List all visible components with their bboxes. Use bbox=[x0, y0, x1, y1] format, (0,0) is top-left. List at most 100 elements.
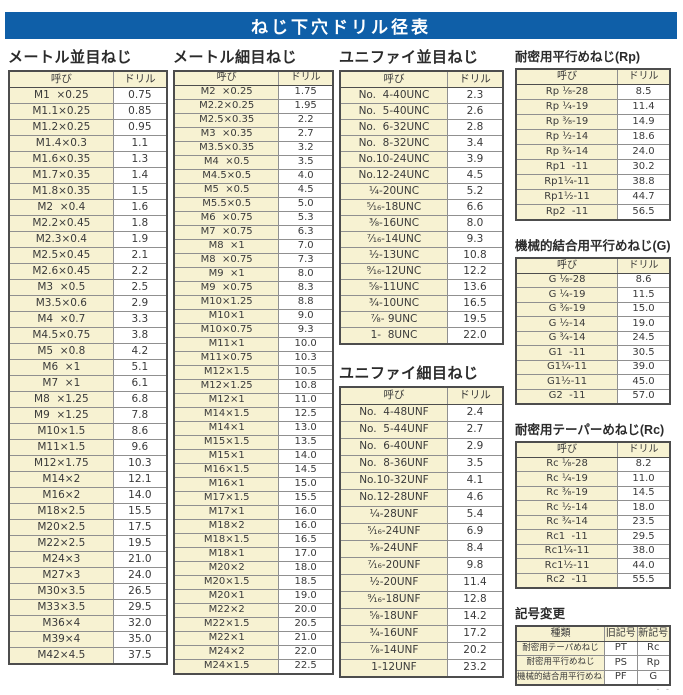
cell-value: 3.4 bbox=[446, 135, 504, 152]
column-header: ドリル bbox=[446, 386, 504, 405]
cell-value: 8.6 bbox=[112, 423, 168, 440]
cell-thread-name: M2 ×0.4 bbox=[8, 199, 114, 216]
cell-value: 18.6 bbox=[617, 129, 671, 145]
cell-value: 18.0 bbox=[617, 500, 671, 516]
table-row: ⁷⁄₁₆-20UNF 9.8 bbox=[339, 557, 504, 575]
table-row: M39×4 35.0 bbox=[8, 631, 168, 648]
cell-thread-name: M12×1.25 bbox=[173, 379, 280, 394]
cell-value: 8.8 bbox=[278, 295, 334, 310]
cell-value: PT bbox=[604, 640, 638, 656]
cell-value: 2.4 bbox=[446, 404, 504, 422]
cell-thread-name: M1 ×0.25 bbox=[8, 87, 114, 104]
cell-value: 15.0 bbox=[278, 477, 334, 492]
table-row: ⁹⁄₁₆-12UNC 12.2 bbox=[339, 263, 504, 280]
table-row: M9 ×0.75 8.3 bbox=[173, 281, 334, 296]
table-row: M11×1.5 9.6 bbox=[8, 439, 168, 456]
cell-thread-name: M2.2×0.25 bbox=[173, 99, 280, 114]
table-row: Rp2 -11 56.5 bbox=[515, 204, 671, 221]
table-row: 耐密用テーパめねじ PT Rc bbox=[515, 640, 671, 656]
table-row: G ¹⁄₄-19 11.5 bbox=[515, 287, 671, 303]
cell-value: 19.0 bbox=[617, 316, 671, 332]
cell-thread-name: M4 ×0.7 bbox=[8, 311, 114, 328]
cell-thread-name: ⁷⁄₁₆-20UNF bbox=[339, 557, 448, 575]
cell-thread-name: M9 ×1 bbox=[173, 267, 280, 282]
table-row: M9 ×1 8.0 bbox=[173, 267, 334, 282]
cell-thread-name: No. 8-36UNF bbox=[339, 455, 448, 473]
cell-value: 1.75 bbox=[278, 85, 334, 100]
table-row: M18×2 16.0 bbox=[173, 519, 334, 534]
table-row: G1 -11 30.5 bbox=[515, 345, 671, 361]
symbol-change-table: 種類 旧記号 新記号 耐密用テーパめねじ PT Rc 耐密用平行めねじ PS Rp 機械的結合用平… bbox=[515, 625, 671, 686]
table-row: M9 ×1.25 7.8 bbox=[8, 407, 168, 424]
table-row: Rp ¹⁄₄-19 11.4 bbox=[515, 99, 671, 115]
cell-value: 3.8 bbox=[112, 327, 168, 344]
cell-value: 3.3 bbox=[112, 311, 168, 328]
cell-value: PF bbox=[604, 669, 638, 686]
table-title-metric-fine: メートル細目ねじ bbox=[173, 49, 298, 66]
cell-thread-name: M1.8×0.35 bbox=[8, 183, 114, 200]
cell-thread-name: Rc1 -11 bbox=[515, 529, 619, 545]
table-row: M2.2×0.25 1.95 bbox=[173, 99, 334, 114]
cell-value: 4.0 bbox=[278, 169, 334, 184]
cell-value: 9.3 bbox=[446, 231, 504, 248]
cell-thread-name: M7 ×0.75 bbox=[173, 225, 280, 240]
cell-thread-name: No. 6-32UNC bbox=[339, 119, 448, 136]
rp-thread-block: 耐密用平行めねじ(Rp) 呼び ドリル Rp ¹⁄₈-28 8.5 Rp ¹⁄₄-19 1… bbox=[515, 46, 671, 221]
cell-thread-name: M18×2.5 bbox=[8, 503, 114, 520]
table-row: M3.5×0.35 3.2 bbox=[173, 141, 334, 156]
table-row: M17×1 16.0 bbox=[173, 505, 334, 520]
cell-value: 18.0 bbox=[278, 561, 334, 576]
cell-thread-name: M18×1 bbox=[173, 547, 280, 562]
header-row: 種類 旧記号 新記号 bbox=[515, 625, 671, 642]
cell-value: 5.3 bbox=[278, 211, 334, 226]
cell-value: 6.1 bbox=[112, 375, 168, 392]
cell-value: 3.5 bbox=[278, 155, 334, 170]
cell-thread-name: M8 ×1.25 bbox=[8, 391, 114, 408]
cell-thread-name: M20×2.5 bbox=[8, 519, 114, 536]
cell-thread-name: G ¹⁄₈-28 bbox=[515, 272, 619, 288]
unified-coarse-block: ユニファイ並目ねじ 呼び ドリル No. 4-40UNC 2.3 No. 5-40UNC… bbox=[339, 46, 504, 345]
cell-value: 15.5 bbox=[112, 503, 168, 520]
table-title-rp: 耐密用平行めねじ(Rp) bbox=[515, 50, 640, 64]
cell-value: 4.5 bbox=[446, 167, 504, 184]
cell-thread-name: G1¹⁄₄-11 bbox=[515, 359, 619, 375]
cell-thread-name: ¹⁄₄-20UNC bbox=[339, 183, 448, 200]
table-row: M24×1.5 22.5 bbox=[173, 659, 334, 675]
cell-value: 38.0 bbox=[617, 543, 671, 559]
cell-thread-name: Rp2 -11 bbox=[515, 204, 619, 221]
table-row: M20×1.5 18.5 bbox=[173, 575, 334, 590]
cell-value: 2.7 bbox=[278, 127, 334, 142]
column-unified: ユニファイ並目ねじ 呼び ドリル No. 4-40UNC 2.3 No. 5-40UNC… bbox=[339, 39, 504, 678]
table-row: 1- 8UNC 22.0 bbox=[339, 327, 504, 345]
table-row: M1.2×0.25 0.95 bbox=[8, 119, 168, 136]
cell-value: 8.6 bbox=[617, 272, 671, 288]
cell-thread-name: 耐密用テーパめねじ bbox=[515, 640, 606, 656]
cell-thread-name: Rc2 -11 bbox=[515, 572, 619, 589]
cell-thread-name: M22×2.5 bbox=[8, 535, 114, 552]
table-row: M3 ×0.5 2.5 bbox=[8, 279, 168, 296]
header-row: 呼び ドリル bbox=[8, 70, 168, 88]
column-header: ドリル bbox=[446, 70, 504, 88]
cell-thread-name: M11×1 bbox=[173, 337, 280, 352]
cell-thread-name: ⁵⁄₈-11UNC bbox=[339, 279, 448, 296]
cell-value: 30.5 bbox=[617, 345, 671, 361]
cell-value: 6.3 bbox=[278, 225, 334, 240]
table-row: M2.3×0.4 1.9 bbox=[8, 231, 168, 248]
cell-thread-name: G ³⁄₈-19 bbox=[515, 301, 619, 317]
cell-thread-name: M39×4 bbox=[8, 631, 114, 648]
column-header: 旧記号 bbox=[604, 625, 638, 642]
cell-thread-name: M4.5×0.75 bbox=[8, 327, 114, 344]
cell-thread-name: Rc1¹⁄₄-11 bbox=[515, 543, 619, 559]
table-row: ³⁄₄-10UNC 16.5 bbox=[339, 295, 504, 312]
cell-value: 18.5 bbox=[278, 575, 334, 590]
table-row: 機械的結合用平行めねじ PF G bbox=[515, 669, 671, 686]
table-row: G1¹⁄₂-11 45.0 bbox=[515, 374, 671, 390]
cell-value: 6.9 bbox=[446, 523, 504, 541]
table-row: Rp ³⁄₄-14 24.0 bbox=[515, 144, 671, 160]
cell-thread-name: M1.2×0.25 bbox=[8, 119, 114, 136]
table-row: M14×1.5 12.5 bbox=[173, 407, 334, 422]
cell-thread-name: M16×1.5 bbox=[173, 463, 280, 478]
cell-value: 19.5 bbox=[446, 311, 504, 328]
cell-thread-name: ³⁄₄-10UNC bbox=[339, 295, 448, 312]
cell-thread-name: M12×1.5 bbox=[173, 365, 280, 380]
